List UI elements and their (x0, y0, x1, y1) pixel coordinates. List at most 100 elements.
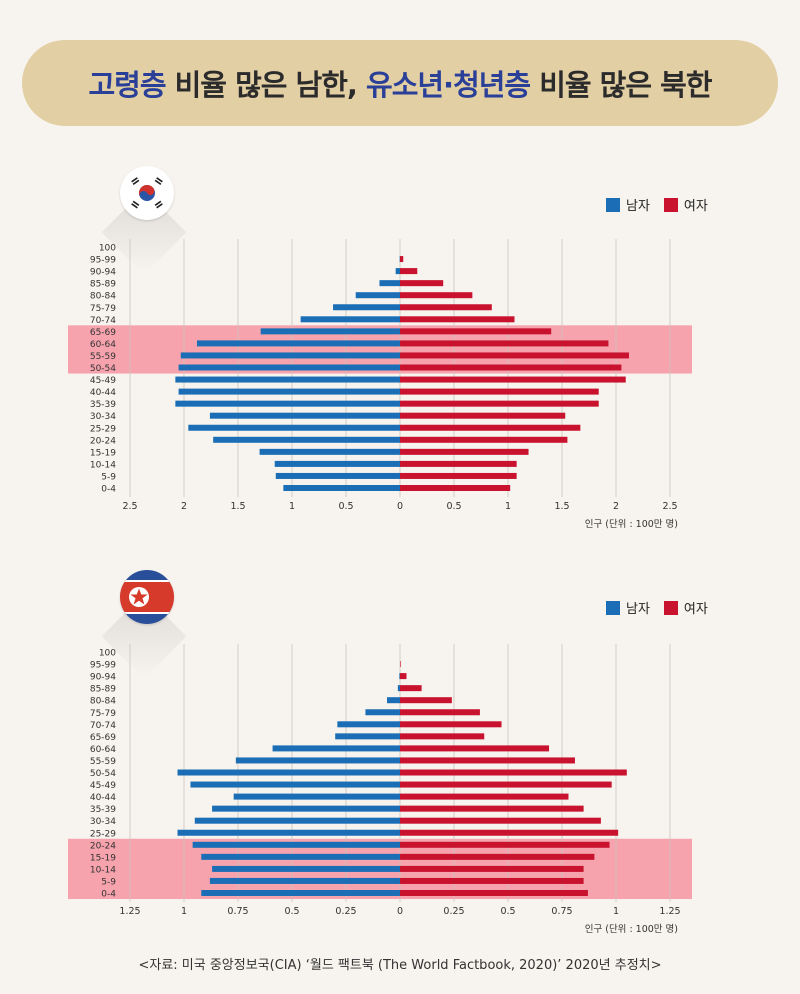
male-bar (395, 268, 400, 275)
female-bar (400, 436, 568, 443)
x-tick-label: 1 (613, 906, 619, 917)
x-tick-label: 0.25 (335, 906, 356, 917)
x-tick-label: 1 (289, 501, 295, 512)
male-bar (212, 865, 400, 872)
legend-male-label: 남자 (626, 602, 650, 617)
male-bar (192, 841, 400, 848)
age-label: 5-9 (101, 877, 116, 887)
female-bar (400, 709, 480, 716)
female-bar (400, 685, 422, 692)
male-bar (274, 460, 400, 467)
south-korea-population-pyramid: 100 95-99 90-94 85-89 80-84 75-79 70-74 65-69 60… (68, 238, 692, 530)
south-korea-flag-icon (120, 166, 174, 220)
male-bar (209, 877, 400, 884)
male-bar (235, 757, 400, 764)
age-label: 95-99 (90, 661, 116, 671)
female-bar (400, 388, 599, 395)
age-label: 55-59 (90, 352, 116, 362)
legend-male-swatch (606, 197, 620, 212)
legend-male-swatch (606, 600, 620, 615)
male-bar (175, 376, 400, 383)
male-bar (212, 805, 400, 812)
age-label: 55-59 (90, 757, 116, 767)
x-tick-label: 2.5 (122, 501, 137, 512)
male-bar (272, 745, 400, 752)
female-bar (400, 280, 444, 287)
female-bar (400, 745, 550, 752)
female-bar (400, 328, 552, 335)
age-label: 15-19 (90, 448, 116, 458)
x-tick-label: 0 (397, 501, 403, 512)
male-bar (259, 448, 400, 455)
legend-female-swatch (663, 600, 678, 615)
female-bar (400, 673, 407, 680)
x-tick-label: 0.5 (500, 906, 515, 917)
female-bar (400, 352, 629, 359)
male-bar (188, 424, 400, 431)
female-bar (400, 485, 511, 491)
age-label: 10-14 (90, 865, 116, 875)
age-label: 75-79 (90, 304, 116, 314)
north-korea-flag-icon (120, 570, 174, 624)
female-bar (400, 316, 515, 323)
x-tick-label: 2 (181, 501, 187, 512)
age-label: 65-69 (90, 328, 116, 338)
female-bar (400, 460, 517, 467)
age-label: 90-94 (90, 268, 116, 278)
female-bar (400, 757, 575, 764)
female-bar (400, 829, 619, 836)
male-bar (233, 793, 400, 800)
female-bar (400, 805, 584, 812)
female-bar (400, 769, 627, 776)
male-bar (177, 769, 400, 776)
age-label: 100 (99, 649, 116, 659)
male-bar (260, 328, 400, 335)
female-bar (400, 721, 502, 728)
male-bar (333, 304, 400, 311)
male-bar (379, 280, 400, 287)
unit-label: 인구 (단위 : 100만 명) (585, 518, 678, 530)
age-label: 20-24 (90, 841, 116, 851)
x-tick-label: 1.5 (230, 501, 245, 512)
x-tick-label: 2 (613, 501, 619, 512)
x-tick-label: 0.5 (446, 501, 461, 512)
age-label: 10-14 (90, 460, 116, 470)
age-label: 100 (99, 244, 116, 254)
legend-female-label: 여자 (683, 199, 708, 214)
male-bar (180, 352, 400, 359)
female-bar (400, 412, 566, 419)
x-tick-label: 0.25 (443, 906, 464, 917)
legend-north: 남자 여자 (606, 598, 708, 617)
male-bar (178, 388, 400, 395)
male-bar (397, 685, 400, 692)
age-label: 50-54 (90, 769, 116, 779)
age-label: 5-9 (101, 472, 116, 482)
x-tick-label: 2.5 (662, 501, 677, 512)
legend-female-swatch (663, 197, 678, 212)
male-bar (194, 817, 400, 824)
female-bar (400, 424, 581, 431)
age-label: 30-34 (90, 412, 116, 422)
female-bar (400, 661, 401, 668)
female-bar (400, 400, 599, 407)
female-bar (400, 364, 622, 371)
age-label: 85-89 (90, 280, 116, 290)
male-bar (201, 853, 400, 860)
age-label: 40-44 (90, 793, 116, 803)
female-bar (400, 865, 584, 872)
female-bar (400, 817, 601, 824)
x-tick-label: 0.5 (338, 501, 353, 512)
male-bar (190, 781, 400, 788)
age-label: 25-29 (90, 829, 116, 839)
female-bar (400, 877, 584, 884)
south-korea-flag (101, 166, 187, 275)
age-label: 25-29 (90, 424, 116, 434)
male-bar (177, 829, 400, 836)
female-bar (400, 853, 595, 860)
age-label: 95-99 (90, 256, 116, 266)
age-label: 40-44 (90, 388, 116, 398)
female-bar (400, 697, 452, 704)
age-label: 85-89 (90, 685, 116, 695)
male-bar (283, 485, 400, 491)
male-bar (365, 709, 400, 716)
